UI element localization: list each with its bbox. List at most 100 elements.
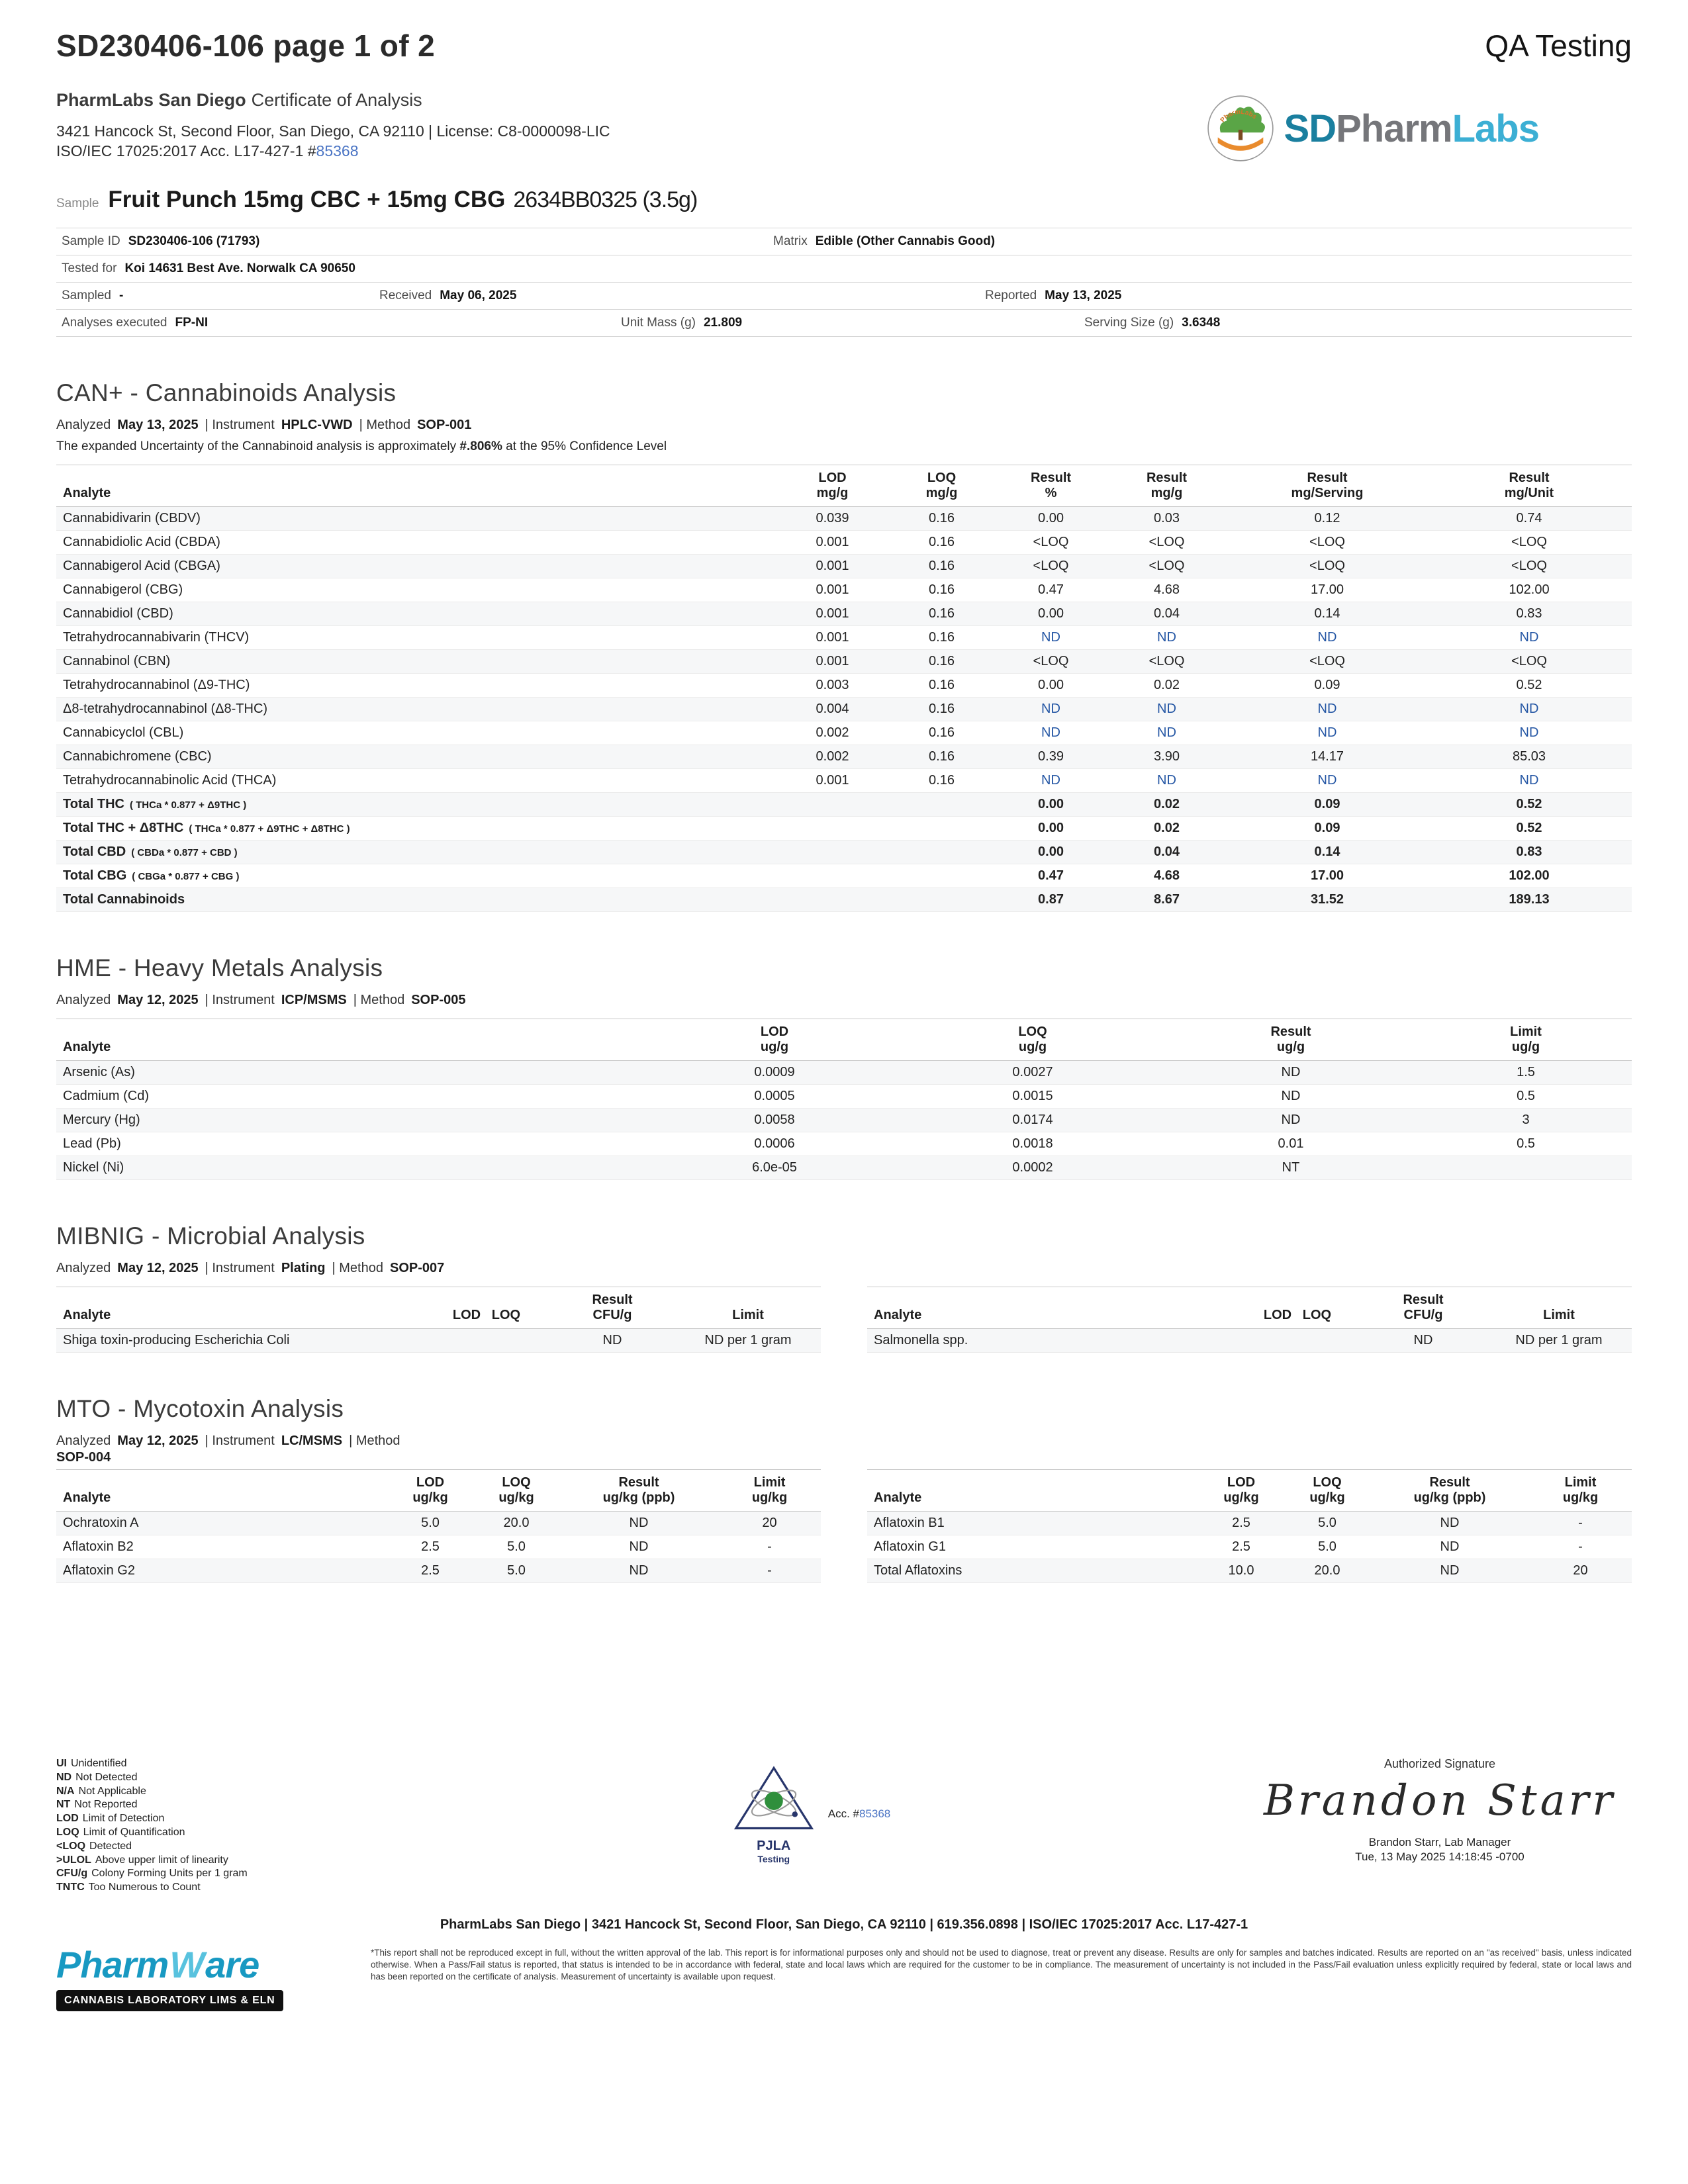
result-value: 0.01 <box>1278 1136 1304 1151</box>
table-row: Cannabigerol Acid (CBGA) 0.001 0.16 <LOQ… <box>56 554 1632 578</box>
mycotoxin-section: MTO - Mycotoxin Analysis Analyzed May 12,… <box>56 1395 1632 1583</box>
result-percent: ND <box>1041 630 1060 645</box>
logo-wordmark: SDPharmLabs <box>1284 107 1540 151</box>
result-mgg: <LOQ <box>1149 654 1185 668</box>
received-field: Received May 06, 2025 <box>379 289 517 302</box>
legend-abbr: CFU/g <box>56 1868 88 1880</box>
analyte-name: Cannabidivarin (CBDV) <box>63 511 201 525</box>
serving-size-field: Serving Size (g) 3.6348 <box>1084 316 1221 330</box>
lod-value <box>778 793 887 817</box>
method-name: SOP-001 <box>417 418 472 432</box>
col-analyte: Analyte <box>874 1308 922 1322</box>
analyzed-date: May 12, 2025 <box>117 1261 199 1275</box>
result-mg-unit: 0.52 <box>1516 821 1542 835</box>
result-mg-unit: 0.83 <box>1516 844 1542 859</box>
result-mg-serving: <LOQ <box>1309 559 1345 573</box>
result-value: ND <box>1281 1065 1301 1079</box>
result-mgg: 4.68 <box>1154 582 1180 597</box>
legend-item: LOQ Limit of Quantification <box>56 1826 374 1840</box>
lod-value <box>778 841 887 864</box>
analyte-cell: Total CBG ( CBGa * 0.877 + CBG ) <box>56 864 778 888</box>
instrument-name: Plating <box>281 1261 326 1275</box>
loq-value: 0.16 <box>929 725 955 740</box>
microbial-header-row: Analyte LOD LOQ Result CFU/g Limit <box>867 1287 1632 1329</box>
loq-value: 20.0 <box>1314 1563 1340 1578</box>
lod-value: 0.001 <box>816 559 849 573</box>
method-name: SOP-007 <box>389 1261 445 1275</box>
mycotoxin-left-rows: Ochratoxin A 5.0 20.0 ND 20 Aflatoxin B2… <box>56 1511 821 1583</box>
col-result-cfu: Result CFU/g <box>1403 1293 1444 1322</box>
result-value: ND <box>629 1539 649 1554</box>
limit-value: - <box>1578 1516 1583 1530</box>
col-limit: Limit ug/kg <box>751 1475 788 1505</box>
microbial-table-right: Analyte LOD LOQ Result CFU/g Limit Salmon… <box>867 1287 1632 1353</box>
result-mgg: <LOQ <box>1149 535 1185 549</box>
result-mgg: 0.02 <box>1154 821 1180 835</box>
result-mgg: ND <box>1157 630 1176 645</box>
result-mg-serving: ND <box>1317 702 1337 716</box>
logo-text-pharm: Pharm <box>1336 107 1453 150</box>
analyte-name: Total THC + Δ8THC <box>63 821 184 835</box>
result-percent: <LOQ <box>1033 559 1069 573</box>
loq-value: 0.0174 <box>1012 1113 1053 1127</box>
table-row: Total Aflatoxins 10.0 20.0 ND 20 <box>867 1559 1632 1583</box>
accreditation-number-link[interactable]: 85368 <box>316 142 359 159</box>
pharmlabs-badge-icon: PharmLabs <box>1207 95 1274 161</box>
table-row: Total THC ( THCa * 0.877 + Δ9THC ) 0.00 0… <box>56 792 1632 817</box>
pharmware-tagline: CANNABIS LABORATORY LIMS & ELN <box>56 1989 283 2011</box>
lab-info: PharmLabs San Diego Certificate of Analys… <box>56 90 610 160</box>
analyte-formula: ( CBGa * 0.877 + CBG ) <box>132 871 240 882</box>
col-loq: LOQ mg/g <box>925 471 958 500</box>
lod-value <box>778 888 887 912</box>
result-mg-serving: <LOQ <box>1309 535 1345 549</box>
cannabinoids-table: Analyte LOD mg/g LOQ mg/g Result% Result mg… <box>56 465 1632 912</box>
limit-value: ND per 1 gram <box>1515 1333 1603 1347</box>
analyte-name: Total CBD <box>63 844 126 859</box>
result-percent: 0.00 <box>1038 797 1064 811</box>
analyte-cell: Total THC + Δ8THC ( THCa * 0.877 + Δ9THC … <box>56 817 778 841</box>
limit-value: 0.5 <box>1517 1136 1535 1151</box>
table-row: Tetrahydrocannabinolic Acid (THCA) 0.001… <box>56 769 1632 793</box>
result-mg-serving: 31.52 <box>1310 892 1344 907</box>
result-mgg: ND <box>1157 702 1176 716</box>
authorized-signature-label: Authorized Signature <box>1383 1757 1496 1770</box>
result-percent: 0.00 <box>1038 678 1064 692</box>
microbial-meta: Analyzed May 12, 2025 | Instrument Plating |… <box>56 1261 445 1275</box>
analyte-cell: Cannabidiolic Acid (CBDA) <box>56 531 778 555</box>
lod-value: 0.001 <box>816 535 849 549</box>
legend-text: Not Detected <box>75 1771 138 1783</box>
legend-text: Too Numerous to Count <box>88 1882 201 1893</box>
result-mg-serving: 0.14 <box>1314 606 1340 621</box>
analyte-name: Cannabidiolic Acid (CBDA) <box>63 535 220 549</box>
col-result-unit: Result mg/Unit <box>1504 471 1554 500</box>
microbial-right-rows: Salmonella spp. ND ND per 1 gram <box>867 1328 1632 1353</box>
analyte-name: Cannabicyclol (CBL) <box>63 725 184 740</box>
legend-abbr: NT <box>56 1799 71 1811</box>
lod-value: 0.0005 <box>754 1089 795 1103</box>
result-percent: <LOQ <box>1033 654 1069 668</box>
signer-name-title: Brandon Starr, Lab Manager <box>1368 1836 1511 1848</box>
loq-value: 0.0002 <box>1012 1160 1053 1175</box>
heavy-metals-header-row: Analyte LOD ug/g LOQ ug/g Result ug/g Limit… <box>56 1019 1632 1061</box>
result-percent: 0.00 <box>1038 844 1064 859</box>
result-mg-unit: <LOQ <box>1511 654 1547 668</box>
section-title-cannabinoids: CAN+ - Cannabinoids Analysis <box>56 379 397 406</box>
result-mg-serving: 0.09 <box>1314 678 1340 692</box>
analyte-name: Lead (Pb) <box>63 1136 121 1151</box>
result-mg-unit: 102.00 <box>1509 868 1550 883</box>
cannabinoids-section: CAN+ - Cannabinoids Analysis Analyzed May… <box>56 379 1632 912</box>
col-result: Result ug/kg (ppb) <box>602 1475 675 1505</box>
result-mg-unit: 102.00 <box>1509 582 1550 597</box>
legend-item: NT Not Reported <box>56 1798 374 1812</box>
lod-value: 2.5 <box>1232 1539 1250 1554</box>
page-header: SD230406-106 page 1 of 2 QA Testing <box>56 28 1632 64</box>
uncertainty-note: The expanded Uncertainty of the Cannabin… <box>56 439 667 453</box>
table-row: Aflatoxin B2 2.5 5.0 ND - <box>56 1535 821 1559</box>
table-row: Total Cannabinoids 0.87 8.67 31.52 189.1… <box>56 887 1632 912</box>
loq-value: 0.16 <box>929 678 955 692</box>
legend-abbr: >ULOL <box>56 1854 91 1866</box>
loq-value: 0.16 <box>929 702 955 716</box>
legend-text: Colony Forming Units per 1 gram <box>91 1868 248 1880</box>
pjla-acc-link[interactable]: 85368 <box>859 1807 891 1820</box>
